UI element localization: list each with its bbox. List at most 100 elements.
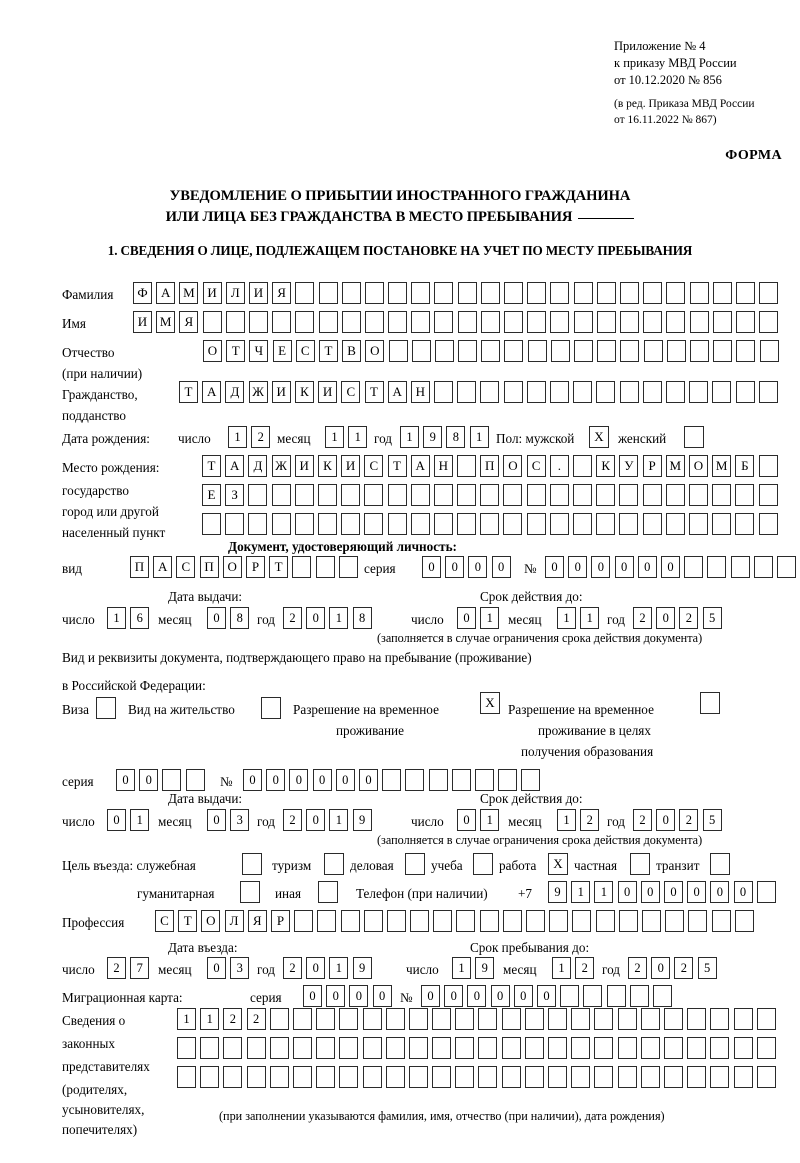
char-box[interactable] — [688, 513, 708, 535]
char-box[interactable]: М — [179, 282, 199, 304]
char-box[interactable] — [756, 1066, 776, 1088]
char-box[interactable] — [316, 1037, 336, 1059]
char-box[interactable] — [451, 769, 471, 791]
char-box[interactable]: Т — [179, 381, 198, 403]
char-box[interactable] — [549, 513, 569, 535]
char-box[interactable] — [619, 484, 639, 506]
char-box[interactable]: 0 — [468, 556, 488, 578]
char-box[interactable]: Р — [245, 556, 265, 578]
char-box[interactable]: 0 — [733, 881, 753, 903]
char-box[interactable] — [457, 484, 477, 506]
char-box[interactable] — [388, 311, 408, 333]
char-box[interactable]: Я — [247, 910, 267, 932]
char-box[interactable] — [246, 1066, 266, 1088]
char-box[interactable]: 0 — [617, 881, 637, 903]
char-box[interactable] — [341, 484, 361, 506]
char-box[interactable] — [665, 910, 685, 932]
char-box[interactable]: И — [248, 282, 268, 304]
char-box[interactable]: 0 — [207, 809, 226, 831]
char-box[interactable] — [689, 340, 709, 362]
purpose-transit-checkbox[interactable] — [710, 853, 730, 875]
char-box[interactable]: 2 — [251, 426, 271, 448]
char-box[interactable] — [292, 1037, 312, 1059]
char-box[interactable] — [527, 311, 547, 333]
char-box[interactable]: 0 — [663, 881, 683, 903]
char-box[interactable] — [162, 769, 182, 791]
char-box[interactable] — [271, 484, 291, 506]
char-box[interactable] — [548, 1037, 567, 1059]
char-box[interactable] — [595, 910, 615, 932]
char-box[interactable] — [96, 697, 116, 719]
char-box[interactable]: О — [203, 340, 222, 362]
char-box[interactable] — [663, 1037, 683, 1059]
char-box[interactable] — [501, 1037, 521, 1059]
char-box[interactable] — [223, 1037, 243, 1059]
char-box[interactable] — [665, 484, 685, 506]
char-box[interactable] — [433, 513, 453, 535]
char-box[interactable] — [617, 1066, 637, 1088]
char-box[interactable]: Б — [735, 455, 755, 477]
char-box[interactable]: 2 — [679, 809, 699, 831]
char-box[interactable] — [410, 910, 430, 932]
char-box[interactable]: 2 — [246, 1008, 266, 1030]
char-box[interactable]: 0 — [306, 957, 326, 979]
char-box[interactable] — [712, 311, 732, 333]
char-box[interactable]: 0 — [207, 957, 226, 979]
char-box[interactable]: М — [156, 311, 176, 333]
char-box[interactable] — [200, 1066, 220, 1088]
char-box[interactable]: 0 — [490, 985, 510, 1007]
char-box[interactable] — [707, 556, 727, 578]
char-box[interactable]: 2 — [575, 957, 595, 979]
char-box[interactable] — [295, 282, 315, 304]
char-box[interactable] — [318, 881, 338, 903]
char-box[interactable]: С — [155, 910, 174, 932]
char-box[interactable] — [573, 311, 593, 333]
char-box[interactable]: 2 — [107, 957, 126, 979]
char-box[interactable] — [457, 455, 477, 477]
char-box[interactable] — [248, 513, 268, 535]
char-box[interactable]: О — [688, 455, 708, 477]
char-box[interactable]: 0 — [335, 769, 355, 791]
char-box[interactable] — [458, 340, 478, 362]
char-box[interactable] — [185, 769, 205, 791]
char-box[interactable] — [341, 282, 361, 304]
char-box[interactable] — [411, 340, 431, 362]
char-box[interactable] — [269, 1037, 289, 1059]
char-box[interactable] — [733, 1066, 753, 1088]
char-box[interactable]: И — [318, 381, 338, 403]
char-box[interactable] — [596, 381, 616, 403]
char-box[interactable]: 0 — [536, 985, 556, 1007]
char-box[interactable]: 8 — [352, 607, 372, 629]
char-box[interactable]: 0 — [422, 556, 441, 578]
char-box[interactable] — [434, 311, 454, 333]
char-box[interactable]: П — [130, 556, 149, 578]
char-box[interactable] — [478, 1066, 498, 1088]
temp-education-checkbox[interactable] — [700, 692, 720, 714]
char-box[interactable] — [387, 484, 407, 506]
char-box[interactable] — [480, 282, 500, 304]
char-box[interactable]: П — [480, 455, 500, 477]
purpose-work-checkbox[interactable]: X — [548, 853, 568, 875]
char-box[interactable] — [689, 381, 709, 403]
char-box[interactable]: Р — [270, 910, 290, 932]
purpose-other-checkbox[interactable] — [318, 881, 338, 903]
char-box[interactable] — [711, 910, 731, 932]
char-box[interactable] — [501, 1066, 521, 1088]
char-box[interactable] — [411, 282, 431, 304]
char-box[interactable] — [405, 769, 425, 791]
char-box[interactable]: 5 — [702, 809, 722, 831]
char-box[interactable]: X — [480, 692, 500, 714]
char-box[interactable] — [382, 769, 402, 791]
char-box[interactable]: 0 — [568, 556, 588, 578]
purpose-business-checkbox[interactable] — [405, 853, 425, 875]
char-box[interactable]: 9 — [352, 809, 372, 831]
char-box[interactable] — [455, 1066, 475, 1088]
char-box[interactable]: Ф — [133, 282, 152, 304]
